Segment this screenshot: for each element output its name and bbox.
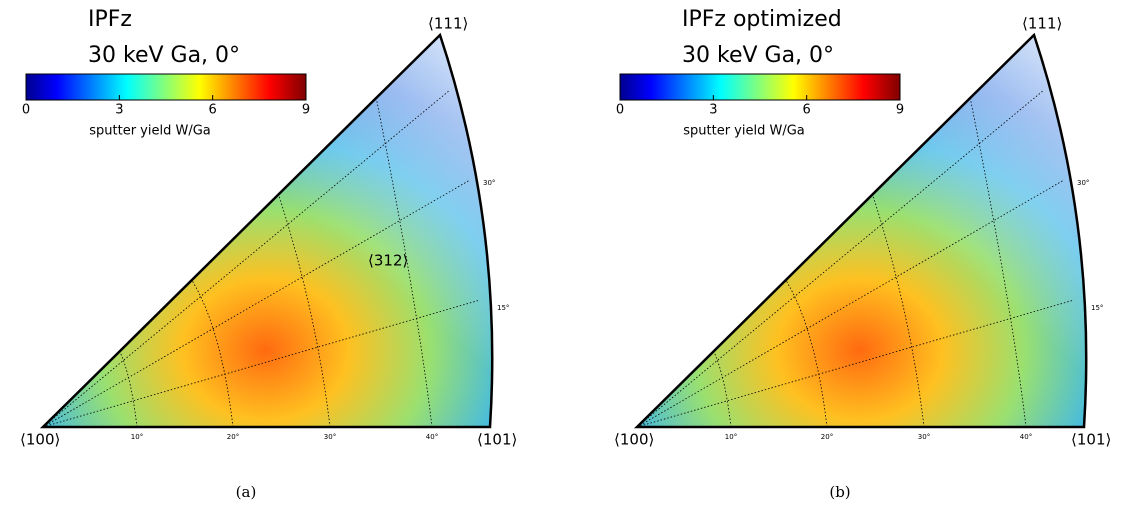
angle-label: 10°: [131, 433, 143, 441]
grid-arc: [965, 76, 1027, 427]
angle-label: 20°: [227, 433, 239, 441]
colorbar-tick-label: 3: [709, 103, 717, 118]
annotation: ⟨312⟩: [368, 252, 408, 270]
subtitle: 30 keV Ga, 0°: [88, 43, 240, 68]
corner-label: ⟨101⟩: [477, 431, 517, 449]
grid-arc: [371, 76, 433, 427]
caption: (b): [829, 483, 850, 501]
colorbar-tick-label: 6: [209, 103, 217, 118]
title: IPFz optimized: [682, 7, 842, 32]
title: IPFz: [88, 7, 132, 32]
grid-line: [637, 89, 1045, 427]
angle-label: 40°: [426, 433, 438, 441]
colorbar-tick-label: 0: [22, 103, 30, 118]
subtitle: 30 keV Ga, 0°: [682, 43, 834, 68]
angle-label: 10°: [725, 433, 737, 441]
ipf-outline: [633, 32, 1088, 429]
colorbar-tick-label: 9: [302, 103, 310, 118]
colorbar-label: sputter yield W/Ga: [89, 124, 211, 139]
corner-label: ⟨101⟩: [1071, 431, 1111, 449]
grid-line: [43, 89, 451, 427]
grid-line: [43, 299, 481, 427]
corner-label: ⟨100⟩: [614, 431, 654, 449]
angle-label: 40°: [1020, 433, 1032, 441]
colorbar-tick-label: 0: [616, 103, 624, 118]
angle-label: 30°: [918, 433, 930, 441]
angle-label: 30°: [483, 179, 495, 187]
angle-label: 20°: [821, 433, 833, 441]
corner-label: ⟨111⟩: [1022, 15, 1062, 33]
colorbar-label: sputter yield W/Ga: [683, 124, 805, 139]
colorbar-tick-label: 6: [803, 103, 811, 118]
corner-label: ⟨100⟩: [20, 431, 60, 449]
panel: IPFz 30 keV Ga, 0° 0 3 6 9 sputter yield W/Ga ⟨…: [20, 7, 517, 501]
angle-label: 15°: [497, 304, 509, 312]
colorbar-tick-label: 3: [115, 103, 123, 118]
colorbar: [25, 73, 307, 101]
angle-label: 30°: [1077, 179, 1089, 187]
corner-label: ⟨111⟩: [428, 15, 468, 33]
grid-arc: [863, 168, 925, 427]
ipf-outline: [39, 32, 494, 429]
angle-label: 15°: [1091, 304, 1103, 312]
colorbar-tick-label: 9: [896, 103, 904, 118]
grid-arc: [269, 168, 331, 427]
grid-line: [637, 299, 1075, 427]
angle-label: 30°: [324, 433, 336, 441]
panel: IPFz optimized 30 keV Ga, 0° 0 3 6 9 sputter y…: [614, 7, 1111, 501]
colorbar: [619, 73, 901, 101]
caption: (a): [236, 483, 257, 501]
